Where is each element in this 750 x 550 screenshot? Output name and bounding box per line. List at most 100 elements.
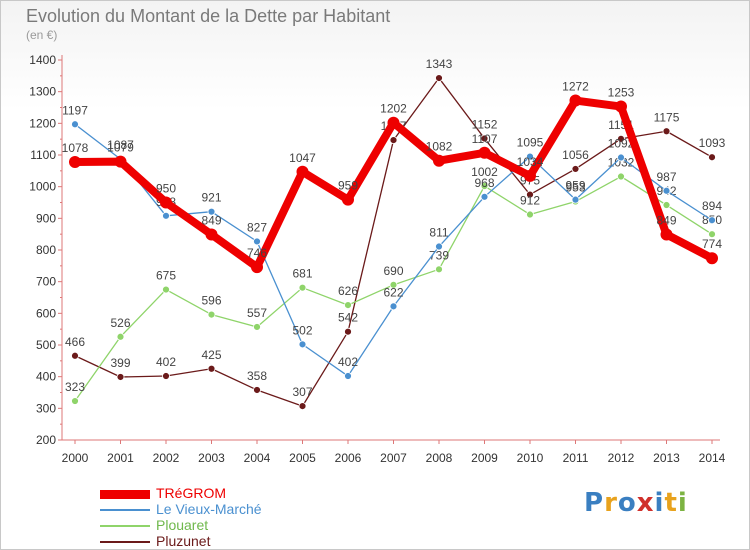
data-label: 746 [247,246,267,260]
data-label: 1202 [380,102,407,116]
data-point [205,228,218,241]
y-tick-label: 500 [36,338,56,352]
data-point [706,252,718,265]
data-point [433,154,445,167]
data-point [526,190,534,199]
chart-title: Evolution du Montant de la Dette par Hab… [26,6,391,26]
data-point [617,172,625,181]
data-label: 1095 [517,136,544,150]
data-label: 1078 [62,141,89,155]
data-label: 425 [201,348,221,362]
data-point [71,397,79,405]
data-point [162,372,170,380]
unit-label: (en €) [26,28,58,42]
y-tick-label: 1000 [29,180,56,194]
data-label: 959 [565,179,585,193]
logo-letter: i [654,488,665,518]
x-tick-label: 2000 [62,451,89,465]
legend-label: Pluzunet [156,533,211,549]
data-point [480,182,489,190]
data-point [526,152,534,161]
x-tick-label: 2012 [608,451,635,465]
data-label: 894 [702,199,722,213]
legend-swatch [100,490,150,499]
x-tick-label: 2010 [517,451,544,465]
data-label: 557 [247,306,267,320]
x-tick-label: 2014 [699,451,726,465]
data-label: 675 [156,269,176,283]
data-label: 1343 [426,57,453,71]
data-label: 1056 [562,148,589,162]
data-label: 399 [110,356,130,370]
data-point [617,134,625,143]
y-tick-label: 1400 [29,53,56,67]
logo-letter: t [664,488,678,518]
y-tick-label: 1200 [29,116,56,130]
legend-swatch [100,525,150,527]
data-label: 1253 [608,86,635,100]
data-label: 912 [520,194,540,208]
data-label: 402 [156,355,176,369]
data-label: 987 [656,170,676,184]
data-point [253,237,261,246]
data-point [162,285,170,294]
data-point [480,192,489,201]
data-point [296,165,309,178]
x-tick-label: 2002 [153,451,180,465]
data-label: 466 [65,335,85,349]
legend-item: Plouaret [100,517,360,534]
data-point [253,323,261,331]
data-point [478,146,491,159]
legend: TRéGROM Le Vieux-Marché Plouaret Pluzunet [100,485,360,550]
data-label: 622 [383,285,403,299]
data-point [116,332,125,341]
data-label: 502 [292,323,312,337]
data-point [344,327,352,336]
y-tick-label: 1300 [29,85,56,99]
data-label: 811 [429,226,448,240]
data-point [251,261,263,274]
x-tick-label: 2008 [426,451,453,465]
x-tick-label: 2011 [563,451,589,465]
legend-label: Plouaret [156,517,209,533]
x-tick-label: 2003 [198,451,225,465]
data-label: 774 [702,237,722,251]
data-point [708,230,716,239]
data-point [389,136,398,145]
legend-item: Le Vieux-Marché [100,501,360,518]
data-label: 596 [201,294,221,308]
data-label: 1175 [654,110,680,124]
x-tick-label: 2007 [380,451,407,465]
series-line-1 [74,123,713,377]
data-point [708,153,716,162]
data-label: 526 [110,316,130,330]
data-point [160,196,172,209]
data-label: 1272 [562,80,589,94]
data-label: 1082 [426,140,453,154]
data-point [660,228,673,241]
data-point [207,364,216,373]
data-label: 1093 [699,136,726,150]
logo-letter: P [584,488,605,518]
data-point [662,127,671,136]
data-point [298,340,307,349]
data-point [708,216,716,225]
y-tick-label: 400 [36,370,56,384]
x-tick-label: 2013 [653,451,680,465]
y-tick-label: 700 [36,275,56,289]
data-label: 1047 [289,151,316,165]
data-point [344,301,352,310]
y-tick-label: 300 [36,401,56,415]
data-label: 1152 [472,118,498,132]
data-label: 1079 [107,141,134,155]
data-label: 626 [338,284,358,298]
data-point [615,100,627,113]
data-point [298,283,307,292]
x-tick-label: 2006 [335,451,362,465]
data-label: 1197 [62,103,88,117]
data-point [207,207,216,216]
data-point [617,153,625,162]
data-point [524,169,536,182]
